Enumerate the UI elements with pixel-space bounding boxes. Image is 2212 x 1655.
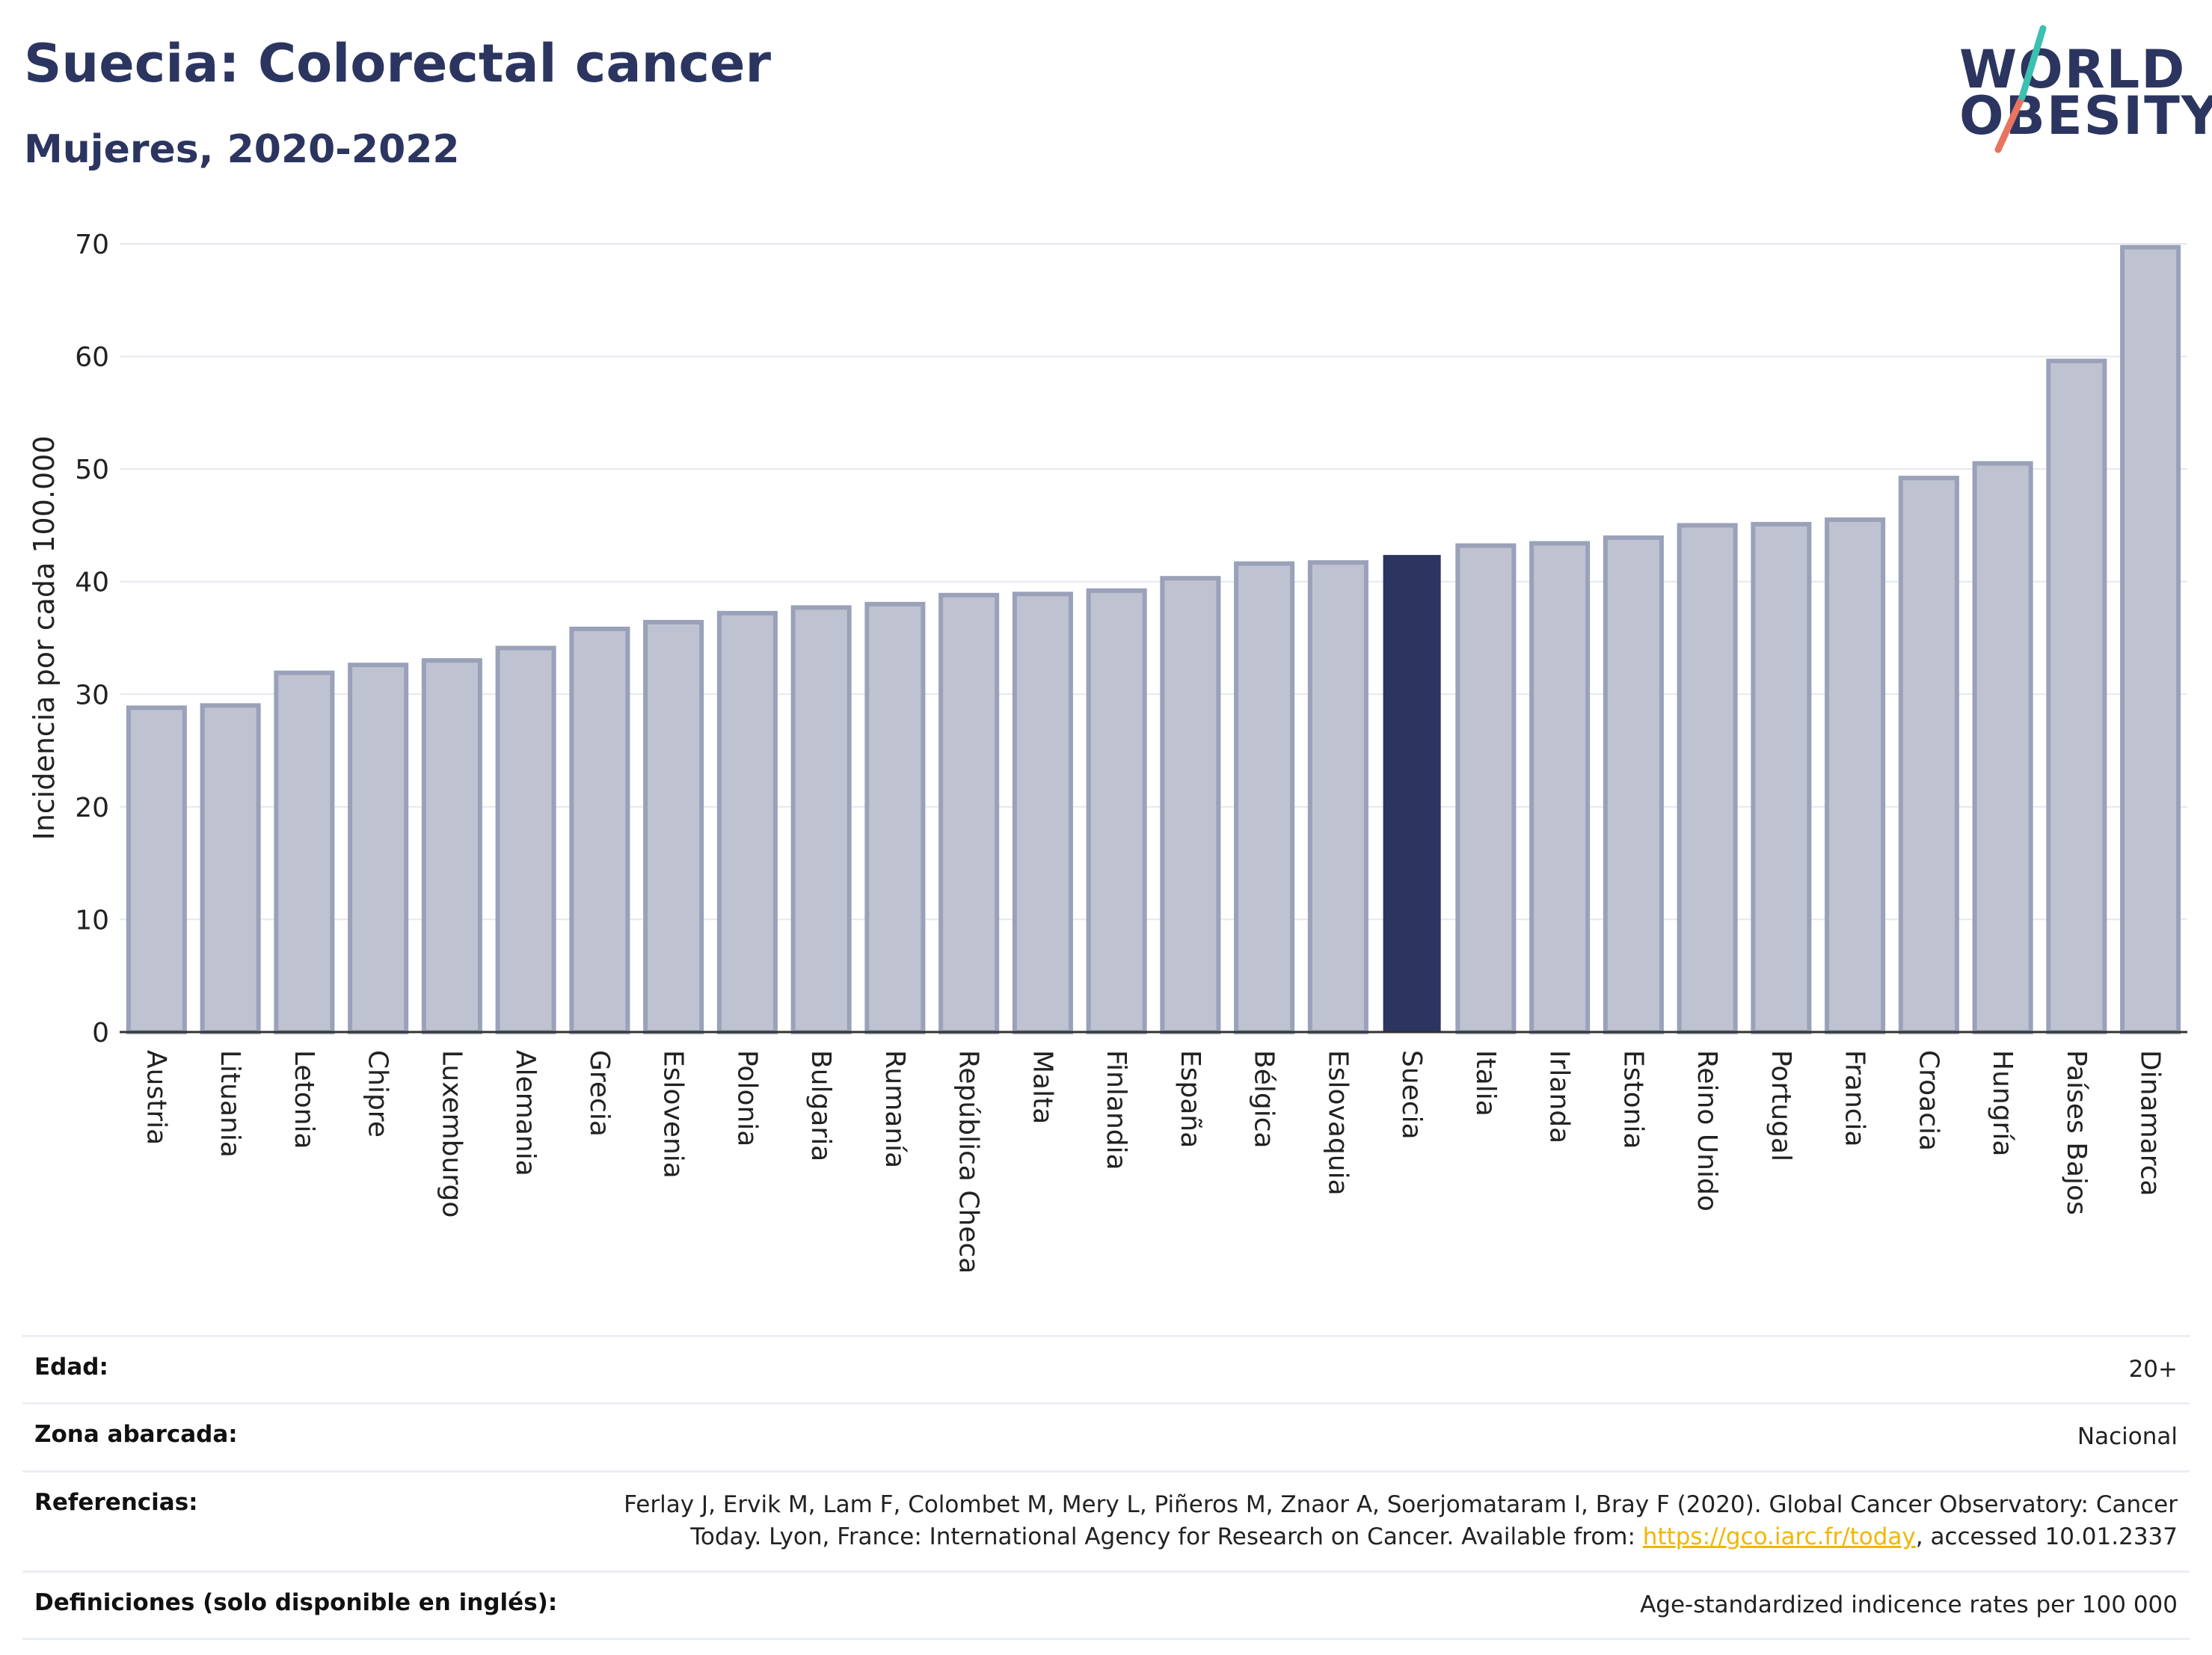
bar-lituania[interactable] [200,703,261,1034]
x-tick-label: Francia [1840,1050,1870,1147]
x-tick-label: Bulgaria [805,1050,836,1161]
y-tick-label: 40 [75,568,109,598]
referencias-accessed: , accessed 10.01.2337 [1915,1523,2178,1551]
referencias-text: Ferlay J, Ervik M, Lam F, Colombet M, Me… [624,1490,2178,1551]
bar-irlanda[interactable] [1529,541,1591,1034]
x-tick-label: Grecia [584,1050,615,1137]
y-tick-label: 0 [92,1018,109,1048]
bar-estonia[interactable] [1603,535,1664,1034]
bar-bélgica[interactable] [1234,561,1295,1034]
bar-chart: 0 10 20 30 40 50 60 70 Austria Lituania Letonia Ch… [28,230,2187,1274]
bar-eslovaquia[interactable] [1307,560,1368,1035]
bar-portugal[interactable] [1751,521,1812,1034]
bar-malta[interactable] [1012,592,1073,1034]
y-tick-label: 50 [75,455,109,485]
info-table: Edad: 20+ Zona abarcada: Nacional Refere… [22,1335,2190,1640]
edad-value: 20+ [2128,1356,2178,1383]
bar-letonia[interactable] [274,670,335,1034]
x-axis-ticks: Austria Lituania Letonia Chipre Luxemburgo Al… [141,1050,2165,1274]
bar-bulgaria[interactable] [790,605,852,1034]
bar-hungría[interactable] [1972,461,2033,1035]
x-tick-label: República Checa [953,1050,984,1274]
x-tick-label: Letonia [289,1050,319,1149]
x-tick-label: Rumanía [879,1050,910,1168]
bar-dinamarca[interactable] [2120,245,2181,1035]
bar-alemania[interactable] [495,645,556,1034]
y-tick-label: 30 [75,680,109,710]
logo-slash-icon [1994,25,2047,153]
x-tick-label: Bélgica [1249,1050,1279,1149]
bars [126,245,2181,1035]
bar-austria[interactable] [126,705,187,1035]
definiciones-label: Definiciones (solo disponible en inglés)… [34,1588,558,1616]
referencias-label: Referencias: [34,1488,198,1516]
x-tick-label: Eslovenia [658,1050,689,1179]
bar-italia[interactable] [1455,543,1517,1034]
x-tick-label: Croacia [1913,1050,1944,1151]
x-tick-label: Estonia [1617,1050,1648,1149]
x-tick-label: Chipre [363,1050,393,1137]
x-tick-label: Austria [141,1050,171,1145]
x-tick-label: Polonia [731,1050,762,1146]
logo-text-world: WORLD [1959,39,2187,100]
x-tick-label: Países Bajos [2061,1050,2092,1215]
bar-finlandia[interactable] [1086,588,1147,1034]
chart-title: Suecia: Colorectal cancer [24,33,771,94]
zona-label: Zona abarcada: [34,1421,238,1449]
x-tick-label: Luxemburgo [436,1050,467,1218]
y-tick-label: 20 [75,793,109,823]
bar-chipre[interactable] [348,663,409,1034]
referencias-link[interactable]: https://gco.iarc.fr/today [1642,1523,1916,1551]
info-row-referencias: Referencias: Ferlay J, Ervik M, Lam F, C… [22,1473,2190,1573]
bar-eslovenia[interactable] [643,619,704,1034]
bar-república-checa[interactable] [938,592,1000,1034]
x-tick-label: Hungría [1987,1050,2018,1156]
x-tick-label: Lituania [215,1050,245,1158]
bar-países-bajos[interactable] [2046,358,2107,1034]
y-tick-label: 70 [75,230,109,260]
info-row-zona: Zona abarcada: Nacional [22,1404,2190,1473]
x-tick-label: Dinamarca [2135,1050,2166,1197]
bar-españa[interactable] [1160,576,1221,1034]
referencias-value: Ferlay J, Ervik M, Lam F, Colombet M, Me… [607,1489,2178,1554]
bar-croacia[interactable] [1898,476,1959,1034]
bar-reino-unido[interactable] [1677,523,1738,1034]
zona-value: Nacional [2077,1423,2178,1451]
y-axis-ticks: 0 10 20 30 40 50 60 70 [75,230,109,1048]
bar-polonia[interactable] [716,610,778,1034]
logo-text-obesity: OBESITY [1959,85,2212,147]
chart-subtitle: Mujeres, 2020-2022 [24,127,460,172]
x-tick-label: Alemania [510,1050,541,1176]
edad-label: Edad: [34,1354,108,1381]
x-tick-label: Malta [1027,1050,1057,1124]
y-axis-label: Incidencia por cada 100.000 [28,435,61,840]
x-tick-label: Reino Unido [1692,1050,1722,1212]
bar-grecia[interactable] [569,626,630,1034]
world-obesity-logo: WORLD OBESITY [1944,22,2212,157]
x-tick-label: Suecia [1396,1050,1427,1140]
bar-rumanía[interactable] [864,601,926,1034]
bar-luxemburgo[interactable] [421,658,482,1034]
definiciones-value: Age-standardized indicence rates per 100… [1640,1591,2178,1618]
y-tick-label: 60 [75,343,109,373]
x-tick-label: Eslovaquia [1322,1050,1353,1196]
x-tick-label: Irlanda [1544,1050,1575,1143]
x-tick-label: España [1175,1050,1205,1148]
bar-suecia[interactable] [1383,555,1441,1033]
x-tick-label: Finlandia [1101,1050,1131,1170]
x-tick-label: Italia [1470,1050,1501,1117]
bar-francia[interactable] [1825,517,1886,1034]
info-row-definiciones: Definiciones (solo disponible en inglés)… [22,1573,2190,1640]
x-tick-label: Portugal [1766,1050,1796,1161]
y-tick-label: 10 [75,905,109,936]
info-row-edad: Edad: 20+ [22,1337,2190,1405]
